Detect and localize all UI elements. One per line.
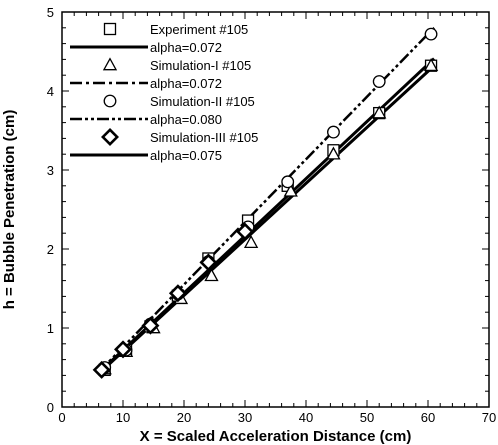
axis-labels: X = Scaled Acceleration Distance (cm) h … <box>1 110 411 445</box>
legend-marker-triangle <box>102 57 118 71</box>
y-tick-label: 0 <box>47 400 54 415</box>
data-point-diamond <box>114 340 132 359</box>
data-point-circle <box>327 125 340 139</box>
data-series <box>92 26 439 379</box>
x-tick-label: 50 <box>360 410 374 425</box>
x-tick-label: 30 <box>238 410 252 425</box>
legend-label: Experiment #105 <box>150 22 248 37</box>
x-tick-label: 20 <box>177 410 191 425</box>
data-point-triangle <box>372 105 387 119</box>
data-point-diamond <box>92 360 111 379</box>
y-tick-label: 5 <box>47 5 54 20</box>
axis-ticks: 0 10 20 30 40 50 60 70 0 1 2 3 4 5 <box>47 5 496 425</box>
legend-label: alpha=0.072 <box>150 76 222 91</box>
data-point-triangle <box>326 146 341 160</box>
data-point-circle <box>372 75 386 88</box>
x-tick-label: 0 <box>58 410 65 425</box>
x-axis-title: X = Scaled Acceleration Distance (cm) <box>140 428 412 445</box>
data-point-diamond <box>236 222 254 241</box>
y-axis-title: h = Bubble Penetration (cm) <box>1 110 18 310</box>
data-point-diamond <box>199 253 218 272</box>
legend-marker-square <box>103 22 117 36</box>
legend-label: Simulation-I #105 <box>150 58 251 73</box>
x-tick-label: 40 <box>299 410 313 425</box>
data-point-circle <box>424 27 438 41</box>
legend-label: alpha=0.080 <box>150 112 222 127</box>
y-tick-label: 1 <box>47 321 54 336</box>
data-point-diamond <box>141 316 160 335</box>
data-point-triangle <box>243 235 259 249</box>
legend-label: Simulation-II #105 <box>150 94 255 109</box>
legend-label: Simulation-III #105 <box>150 130 258 145</box>
x-tick-label: 70 <box>482 410 496 425</box>
legend-label: alpha=0.075 <box>150 148 222 163</box>
data-point-diamond <box>168 284 187 303</box>
plot-frame <box>61 11 490 408</box>
legend: Experiment #105 alpha=0.072 Simulation-I #… <box>70 22 258 163</box>
x-tick-label: 60 <box>421 410 435 425</box>
data-point-circle <box>281 175 295 189</box>
plot-area: 0 10 20 30 40 50 60 70 0 1 2 3 4 5 <box>47 5 496 425</box>
x-tick-label: 10 <box>116 410 130 425</box>
legend-marker-diamond <box>101 128 119 146</box>
data-point-triangle <box>204 268 219 282</box>
y-tick-label: 4 <box>47 84 54 99</box>
legend-marker-circle <box>103 94 117 108</box>
y-tick-label: 2 <box>47 242 54 257</box>
data-point-triangle <box>423 58 439 72</box>
y-tick-label: 3 <box>47 163 54 178</box>
data-point-triangle <box>283 183 298 197</box>
legend-label: alpha=0.072 <box>150 40 222 55</box>
